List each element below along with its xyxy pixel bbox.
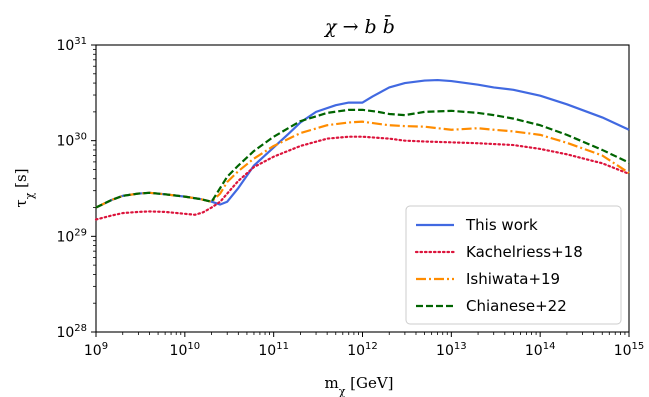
x-tick-label: 1014 <box>525 341 556 359</box>
x-tick-label: 1015 <box>614 341 645 359</box>
series-line-chianese-22 <box>95 108 630 209</box>
legend-label: Chianese+22 <box>466 297 567 315</box>
x-tick-label: 1010 <box>170 341 201 359</box>
legend-label: This work <box>465 216 538 234</box>
legend-label: Ishiwata+19 <box>466 270 560 288</box>
chart-title: χ → b b̄ <box>323 14 395 38</box>
y-tick-label: 1031 <box>56 36 87 54</box>
y-tick-label: 1029 <box>56 227 87 245</box>
x-tick-label: 1011 <box>258 341 289 359</box>
series-layer <box>94 78 631 221</box>
x-axis-title: mχ [GeV] <box>324 374 393 397</box>
legend-box <box>405 205 622 325</box>
y-tick-label: 1030 <box>56 132 87 150</box>
x-tick-label: 109 <box>84 341 108 359</box>
legend: This work Kachelriess+18 Ishiwata+19 Chiane… <box>405 205 622 325</box>
legend-label: Kachelriess+18 <box>466 243 583 261</box>
x-axis: 109 1010 1011 1012 1013 1014 1015 <box>84 332 644 359</box>
series-line-this-work <box>95 78 630 209</box>
y-axis-title: τχ [s] <box>12 168 36 207</box>
x-tick-label: 1012 <box>347 341 378 359</box>
y-tick-label: 1028 <box>56 323 87 341</box>
series-line-kachelriess-18 <box>94 135 631 221</box>
y-axis: 1028 1029 1030 1031 <box>56 36 96 341</box>
x-tick-label: 1013 <box>436 341 467 359</box>
